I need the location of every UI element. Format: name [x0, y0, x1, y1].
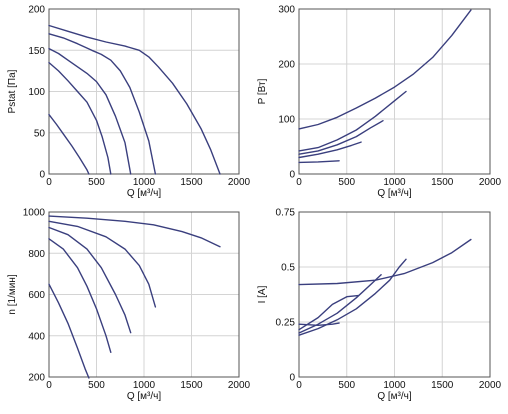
current-curve-4 [298, 294, 359, 331]
current-y-tick-label: 0.25 [276, 318, 296, 329]
current-x-tick-label: 0 [296, 380, 302, 391]
speed-y-tick-label: 1000 [23, 208, 46, 219]
power-x-tick-label: 1500 [431, 177, 454, 188]
speed-curve-4 [48, 238, 112, 353]
pstat-curve-3 [48, 47, 132, 175]
power-curve-1 [298, 9, 472, 130]
pstat-x-tick-label: 1000 [133, 177, 156, 188]
current-curve-2 [298, 258, 407, 336]
pstat-curve-4 [48, 61, 112, 175]
pstat-y-tick-label: 200 [28, 5, 45, 16]
current-x-tick-label: 2000 [479, 380, 502, 391]
power-chart: 0 500 1000 1500 2000 0 100 200 300 Q [м³/ч] P [Вт] [257, 5, 502, 200]
speed-x-tick-label: 500 [88, 380, 105, 391]
speed-y-tick-label: 200 [28, 373, 45, 384]
pstat-y-tick-label: 100 [28, 87, 45, 98]
current-x-tick-label: 1000 [383, 380, 406, 391]
pstat-y-tick-label: 50 [34, 128, 46, 139]
current-x-axis-label: Q [м³/ч] [377, 391, 412, 402]
pstat-x-tick-label: 500 [88, 177, 105, 188]
current-y-tick-label: 0 [289, 373, 295, 384]
power-y-tick-label: 0 [289, 170, 295, 181]
pstat-x-axis-label: Q [м³/ч] [127, 188, 162, 199]
current-x-tick-label: 1500 [431, 380, 454, 391]
power-curve-3 [298, 120, 384, 155]
speed-x-tick-label: 1000 [133, 380, 156, 391]
speed-y-tick-label: 400 [28, 331, 45, 342]
power-plot-frame [298, 8, 491, 175]
speed-curve-1 [48, 215, 221, 248]
pstat-x-tick-label: 0 [46, 177, 52, 188]
current-x-tick-label: 500 [338, 380, 355, 391]
power-x-tick-label: 500 [338, 177, 355, 188]
speed-y-axis-label: n [1/мин] [7, 274, 18, 314]
power-y-tick-label: 100 [278, 115, 295, 126]
pstat-curve-1 [48, 24, 221, 175]
speed-x-tick-label: 0 [46, 380, 52, 391]
speed-curve-3 [48, 226, 132, 334]
speed-y-tick-label: 600 [28, 290, 45, 301]
pstat-y-tick-label: 0 [39, 170, 45, 181]
power-curve-5 [298, 160, 340, 164]
speed-plot-frame [48, 211, 240, 378]
pstat-curve-2 [48, 33, 157, 175]
current-curve-1 [298, 238, 472, 286]
pstat-y-axis-label: Pstat [Па] [7, 69, 18, 113]
current-chart: 0 500 1000 1500 2000 0 0.25 0.5 0.75 Q [м³/ч] I [A… [257, 208, 502, 403]
current-curve-5 [298, 322, 340, 326]
power-y-axis-label: P [Вт] [257, 78, 268, 104]
speed-x-tick-label: 1500 [180, 380, 203, 391]
pstat-x-tick-label: 1500 [180, 177, 203, 188]
power-curve-2 [298, 90, 407, 152]
current-y-tick-label: 0.5 [281, 263, 295, 274]
power-x-tick-label: 0 [296, 177, 302, 188]
pstat-y-tick-label: 150 [28, 46, 45, 57]
pstat-plot-frame [48, 8, 240, 175]
power-x-axis-label: Q [м³/ч] [377, 188, 412, 199]
speed-curve-5 [48, 283, 90, 379]
power-x-tick-label: 1000 [383, 177, 406, 188]
power-curve-4 [298, 141, 362, 159]
power-y-tick-label: 200 [278, 60, 295, 71]
speed-x-tick-label: 2000 [228, 380, 251, 391]
current-y-axis-label: I [A] [257, 285, 268, 303]
pstat-curve-5 [48, 113, 90, 175]
pstat-chart: 0 500 1000 1500 2000 0 50 100 150 200 Q [м³/ч] Psta… [7, 5, 251, 200]
speed-y-tick-label: 800 [28, 249, 45, 260]
current-plot-frame [298, 211, 491, 378]
pstat-x-tick-label: 2000 [228, 177, 251, 188]
speed-x-axis-label: Q [м³/ч] [127, 391, 162, 402]
power-y-tick-label: 300 [278, 5, 295, 16]
current-y-tick-label: 0.75 [276, 208, 296, 219]
speed-curve-2 [48, 220, 157, 308]
power-x-tick-label: 2000 [479, 177, 502, 188]
